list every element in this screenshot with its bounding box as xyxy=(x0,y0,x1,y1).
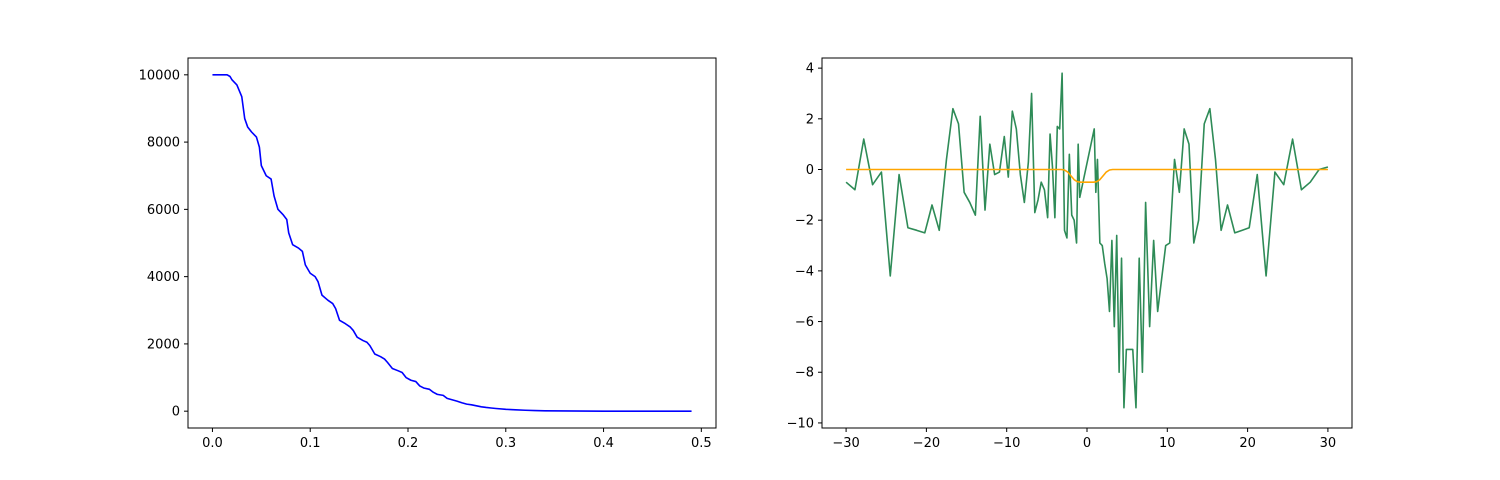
y-tick-label: 4000 xyxy=(147,270,180,285)
y-tick-label: −8 xyxy=(795,366,814,381)
y-tick-label: −6 xyxy=(795,315,814,330)
left-plot: 0.0 0.1 0.2 0.3 0.4 0.5 0 2000 4000 6000 8000 10000 xyxy=(139,57,717,451)
y-tick-label: 2 xyxy=(806,112,814,127)
y-tick-label: 4 xyxy=(806,62,814,77)
x-tick-label: 20 xyxy=(1239,436,1256,451)
x-tick-label: 0.0 xyxy=(202,436,223,451)
x-tick-label: 0.1 xyxy=(300,436,321,451)
x-tick-label: −30 xyxy=(832,436,859,451)
x-tick-label: −10 xyxy=(993,436,1020,451)
y-tick-label: −2 xyxy=(795,214,814,229)
x-tick-label: 0.2 xyxy=(398,436,419,451)
y-tick-label: 6000 xyxy=(147,203,180,218)
y-tick-label: −10 xyxy=(787,416,814,431)
y-tick-label: −4 xyxy=(795,264,814,279)
series-line-1 xyxy=(846,168,1328,183)
x-tick-label: 0.3 xyxy=(495,436,516,451)
axes-frame xyxy=(187,57,717,429)
y-tick-label: 2000 xyxy=(147,337,180,352)
y-tick-label: 10000 xyxy=(139,68,180,83)
series-line-0 xyxy=(212,74,692,412)
x-tick-label: 0 xyxy=(1083,436,1091,451)
x-tick-label: 0.5 xyxy=(691,436,712,451)
y-tick-label: 8000 xyxy=(147,136,180,151)
axes-frame xyxy=(821,57,1353,429)
y-tick-label: 0 xyxy=(806,163,814,178)
y-tick-label: 0 xyxy=(172,405,180,420)
x-tick-label: 30 xyxy=(1320,436,1337,451)
x-tick-label: 0.4 xyxy=(593,436,614,451)
x-tick-label: 10 xyxy=(1159,436,1176,451)
series-line-0 xyxy=(845,72,1329,409)
x-tick-label: −20 xyxy=(913,436,940,451)
